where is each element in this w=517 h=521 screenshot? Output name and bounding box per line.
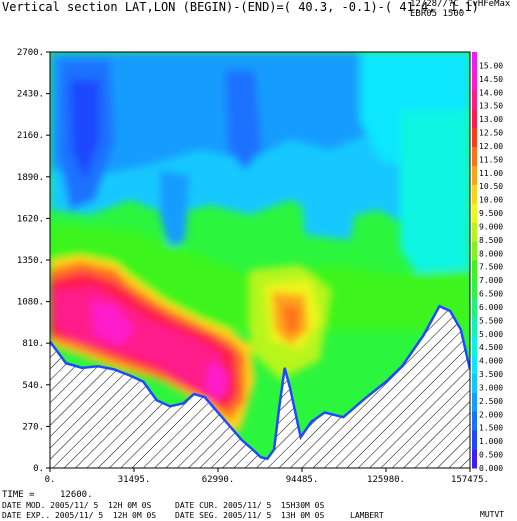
colorbar-level-label: 0.500 xyxy=(479,451,503,460)
colorbar-swatch xyxy=(472,260,477,280)
colorbar-level-label: 4.500 xyxy=(479,343,503,352)
colorbar-level-label: 13.00 xyxy=(479,115,503,124)
colorbar-swatch xyxy=(472,430,477,450)
colorbar-swatch xyxy=(472,411,477,431)
projection-label: LAMBERT xyxy=(350,511,384,520)
colorbar-level-label: 7.500 xyxy=(479,263,503,272)
x-axis: 0. 31495. 62990. 94485. 125980. 157475. xyxy=(45,468,489,485)
colorbar-level-label: 6.000 xyxy=(479,303,503,312)
colorbar-level-label: 2.000 xyxy=(479,410,503,419)
date-seg: DATE SEG. 2005/11/ 5 13H 0M 0S xyxy=(175,511,325,520)
colorbar-level-label: 12.50 xyxy=(479,129,503,138)
colorbar-swatch xyxy=(472,222,477,242)
colorbar-swatch xyxy=(472,127,477,148)
colorbar-level-label: 3.500 xyxy=(479,370,503,379)
colorbar-swatch xyxy=(472,278,477,299)
colorbar-level-label: 6.500 xyxy=(479,290,503,299)
x-tick-label: 31495. xyxy=(118,475,151,485)
colorbar-swatch xyxy=(472,165,477,185)
y-tick-label: 1620. xyxy=(17,214,44,224)
y-tick-label: 0. xyxy=(33,464,44,474)
colorbar-level-label: 10.00 xyxy=(479,196,503,205)
colorbar-swatch xyxy=(472,449,477,469)
colorbar-level-label: 8.500 xyxy=(479,236,503,245)
colorbar-legend: 0.000 0.500 1.000 1.500 2.000 2.500 3.000 3.500… xyxy=(472,52,503,473)
program-label: MUTVT xyxy=(480,510,505,519)
colorbar-swatch xyxy=(472,316,477,337)
colorbar-swatch xyxy=(472,297,477,318)
date-cur: DATE CUR. 2005/11/ 5 15H30M 0S xyxy=(175,501,325,510)
colorbar-level-label: 7.000 xyxy=(479,276,503,285)
y-tick-label: 1890. xyxy=(17,173,44,183)
colorbar-swatch xyxy=(472,392,477,412)
colorbar-level-label: 1.500 xyxy=(479,424,503,433)
y-tick-label: 1080. xyxy=(17,298,44,308)
x-tick-label: 157475. xyxy=(451,475,489,485)
colorbar-level-label: 11.00 xyxy=(479,169,503,178)
x-tick-label: 94485. xyxy=(286,475,319,485)
colorbar-level-label: 14.50 xyxy=(479,75,503,84)
colorbar-swatch xyxy=(472,335,477,356)
colorbar-level-label: 9.000 xyxy=(479,222,503,231)
terrain-boundary-blue xyxy=(50,304,470,461)
colorbar-swatch xyxy=(472,241,477,261)
colorbar-level-label: 15.00 xyxy=(479,61,503,70)
colorbar-swatch xyxy=(472,354,477,374)
colorbar-swatch xyxy=(472,89,477,110)
time-value: 12600. xyxy=(60,490,93,500)
y-tick-label: 540. xyxy=(22,381,44,391)
colorbar-level-label: 13.50 xyxy=(479,102,503,111)
units-label: 12/28//?C xyxy=(410,0,459,9)
time-label: TIME = xyxy=(2,490,35,500)
colorbar-level-label: 11.50 xyxy=(479,155,503,164)
y-tick-label: 1350. xyxy=(17,256,44,266)
colorbar-swatch xyxy=(472,203,477,223)
colorbar-level-label: 5.500 xyxy=(479,316,503,325)
colorbar-level-label: 10.50 xyxy=(479,182,503,191)
colorbar-swatch xyxy=(472,373,477,393)
y-tick-label: 2430. xyxy=(17,90,44,100)
colorbar-level-label: 1.000 xyxy=(479,437,503,446)
chart-title: Vertical section LAT,LON (BEGIN)-(END)=(… xyxy=(2,0,479,14)
x-tick-label: 62990. xyxy=(202,475,235,485)
x-tick-label: 125980. xyxy=(367,475,405,485)
colorbar-level-label: 8.000 xyxy=(479,249,503,258)
date-mod: DATE MOD. 2005/11/ 5 12H 0M 0S xyxy=(2,501,152,510)
colorbar-swatch xyxy=(472,70,477,91)
x-tick-label: 0. xyxy=(45,475,56,485)
colorbar-level-label: 3.000 xyxy=(479,383,503,392)
model-label: CvHFeMax xyxy=(467,0,511,9)
y-axis: 0. 270. 540. 810. 1080. 1350. 1620. 1890. 2160. 2… xyxy=(17,48,50,474)
colorbar-swatch xyxy=(472,184,477,204)
colorbar-swatch xyxy=(472,108,477,129)
colorbar-level-label: 2.500 xyxy=(479,397,503,406)
vertical-section-chart: 0. 270. 540. 810. 1080. 1350. 1620. 1890. 2160. 2… xyxy=(17,48,503,485)
colorbar-swatch xyxy=(472,52,477,72)
date-exp: DATE EXP.. 2005/11/ 5 12H 0M 0S xyxy=(2,511,157,520)
colorbar-level-label: 9.500 xyxy=(479,209,503,218)
colorbar-level-label: 14.00 xyxy=(479,88,503,97)
colorbar-level-label: 5.000 xyxy=(479,330,503,339)
y-tick-label: 270. xyxy=(22,422,44,432)
colorbar-level-label: 12.00 xyxy=(479,142,503,151)
y-tick-label: 810. xyxy=(22,339,44,349)
colorbar-level-label: 4.000 xyxy=(479,357,503,366)
y-tick-label: 2160. xyxy=(17,131,44,141)
grid-label: EBR05 1500 xyxy=(410,9,465,19)
y-tick-label: 2700. xyxy=(17,48,44,58)
colorbar-swatch xyxy=(472,146,477,166)
colorbar-level-label: 0.000 xyxy=(479,464,503,473)
